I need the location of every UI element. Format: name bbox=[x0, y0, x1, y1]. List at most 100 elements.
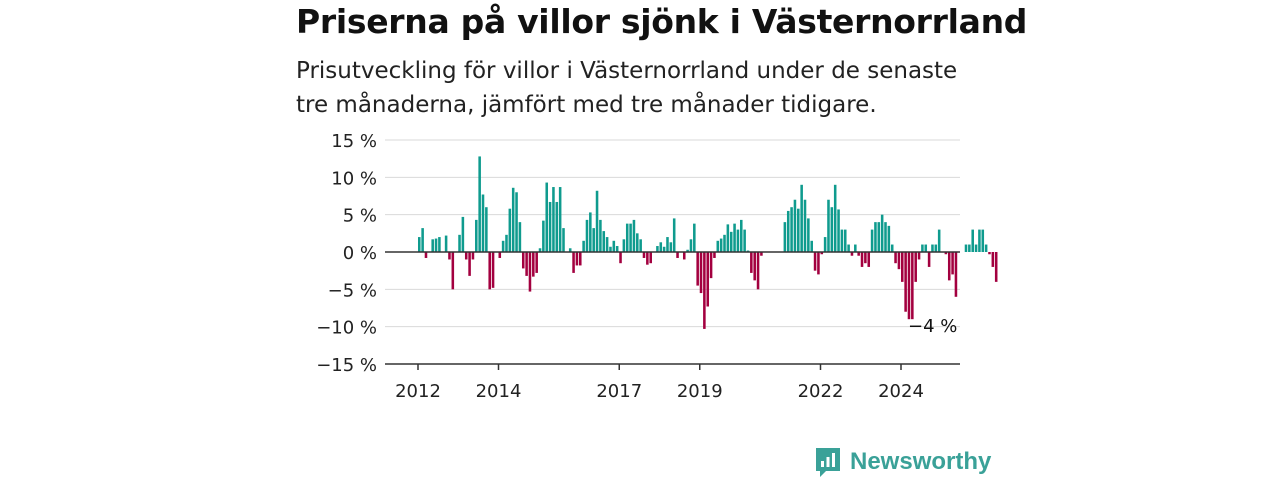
bar bbox=[743, 229, 746, 252]
bar bbox=[830, 207, 834, 252]
chart-title: Priserna på villor sjönk i Västernorrlan… bbox=[296, 2, 1028, 41]
bar bbox=[642, 252, 646, 258]
gridlines bbox=[385, 139, 960, 328]
newsworthy-brand[interactable]: Newsworthy bbox=[814, 446, 991, 478]
bar bbox=[629, 223, 632, 252]
bar bbox=[740, 219, 743, 252]
bar bbox=[921, 244, 924, 252]
y-tick-label: 5 % bbox=[343, 206, 377, 227]
bar bbox=[974, 244, 978, 252]
bar bbox=[843, 229, 847, 252]
y-tick-label: −15 % bbox=[316, 355, 377, 376]
bar bbox=[421, 228, 424, 252]
brand-name: Newsworthy bbox=[850, 448, 992, 475]
bar bbox=[558, 187, 562, 252]
bar bbox=[887, 225, 891, 252]
newsworthy-logo-icon bbox=[816, 448, 840, 477]
bar bbox=[656, 246, 659, 252]
bar bbox=[676, 252, 679, 258]
bar bbox=[434, 238, 438, 252]
bar bbox=[515, 192, 518, 252]
bar bbox=[877, 222, 881, 252]
bar bbox=[944, 252, 948, 255]
bar bbox=[649, 252, 652, 264]
bar bbox=[545, 182, 549, 252]
bar bbox=[612, 240, 616, 252]
bar bbox=[850, 252, 854, 256]
bar bbox=[609, 246, 612, 252]
bar bbox=[870, 229, 874, 252]
bar bbox=[696, 252, 699, 286]
bar bbox=[572, 252, 575, 273]
bar bbox=[951, 252, 954, 275]
y-tick-label: −10 % bbox=[316, 318, 377, 339]
bar bbox=[595, 190, 599, 252]
x-tick-label: 2022 bbox=[798, 381, 844, 402]
bar bbox=[901, 252, 904, 282]
y-tick-label: −5 % bbox=[328, 280, 377, 301]
bar bbox=[947, 252, 951, 281]
bar bbox=[448, 252, 451, 260]
bar bbox=[568, 248, 572, 252]
bar bbox=[723, 234, 726, 252]
bar bbox=[585, 219, 589, 252]
bar bbox=[532, 252, 535, 277]
bar bbox=[964, 244, 968, 252]
x-tick-label: 2012 bbox=[395, 381, 441, 402]
bar bbox=[991, 252, 995, 267]
bar bbox=[807, 218, 810, 252]
bar bbox=[525, 252, 528, 276]
bar bbox=[625, 223, 629, 252]
bar bbox=[605, 237, 609, 252]
bar bbox=[803, 199, 807, 252]
bar bbox=[736, 229, 740, 252]
bar bbox=[424, 252, 428, 258]
bar bbox=[599, 219, 602, 252]
bar bbox=[793, 199, 797, 252]
y-tick-label: 15 % bbox=[331, 131, 377, 152]
bar bbox=[444, 235, 448, 252]
bar bbox=[458, 234, 461, 252]
bar bbox=[521, 252, 525, 269]
bar bbox=[709, 252, 713, 279]
bar bbox=[431, 239, 434, 252]
bar bbox=[800, 184, 803, 252]
bar bbox=[491, 252, 495, 288]
bar bbox=[857, 252, 860, 256]
y-tick-label: 0 % bbox=[343, 243, 377, 264]
bar bbox=[646, 252, 649, 265]
bar bbox=[837, 209, 840, 252]
bar bbox=[810, 240, 813, 252]
bar bbox=[890, 244, 894, 252]
bar bbox=[988, 252, 991, 255]
bar bbox=[461, 216, 465, 252]
latest-value-annotation: −4 % bbox=[908, 316, 957, 337]
bar bbox=[867, 252, 871, 267]
bar bbox=[833, 184, 837, 252]
x-tick-label: 2014 bbox=[476, 381, 522, 402]
bar bbox=[589, 212, 592, 252]
bar bbox=[662, 246, 666, 252]
bar bbox=[481, 194, 485, 252]
bar bbox=[592, 228, 595, 252]
x-tick-label: 2024 bbox=[878, 381, 924, 402]
bar bbox=[582, 240, 585, 252]
y-tick-label: 10 % bbox=[331, 168, 377, 189]
bar bbox=[753, 252, 756, 281]
bar bbox=[790, 207, 793, 252]
bar bbox=[984, 244, 988, 252]
bar bbox=[994, 252, 998, 282]
bar bbox=[689, 239, 693, 252]
bar bbox=[978, 229, 981, 252]
bar bbox=[756, 252, 760, 290]
bar bbox=[713, 252, 716, 258]
bar bbox=[451, 252, 455, 290]
bar bbox=[475, 219, 478, 252]
bar bbox=[954, 252, 958, 297]
bar bbox=[622, 239, 626, 252]
bar bbox=[615, 246, 619, 252]
bar bbox=[538, 248, 542, 252]
bar bbox=[508, 208, 512, 252]
bar bbox=[686, 249, 689, 252]
